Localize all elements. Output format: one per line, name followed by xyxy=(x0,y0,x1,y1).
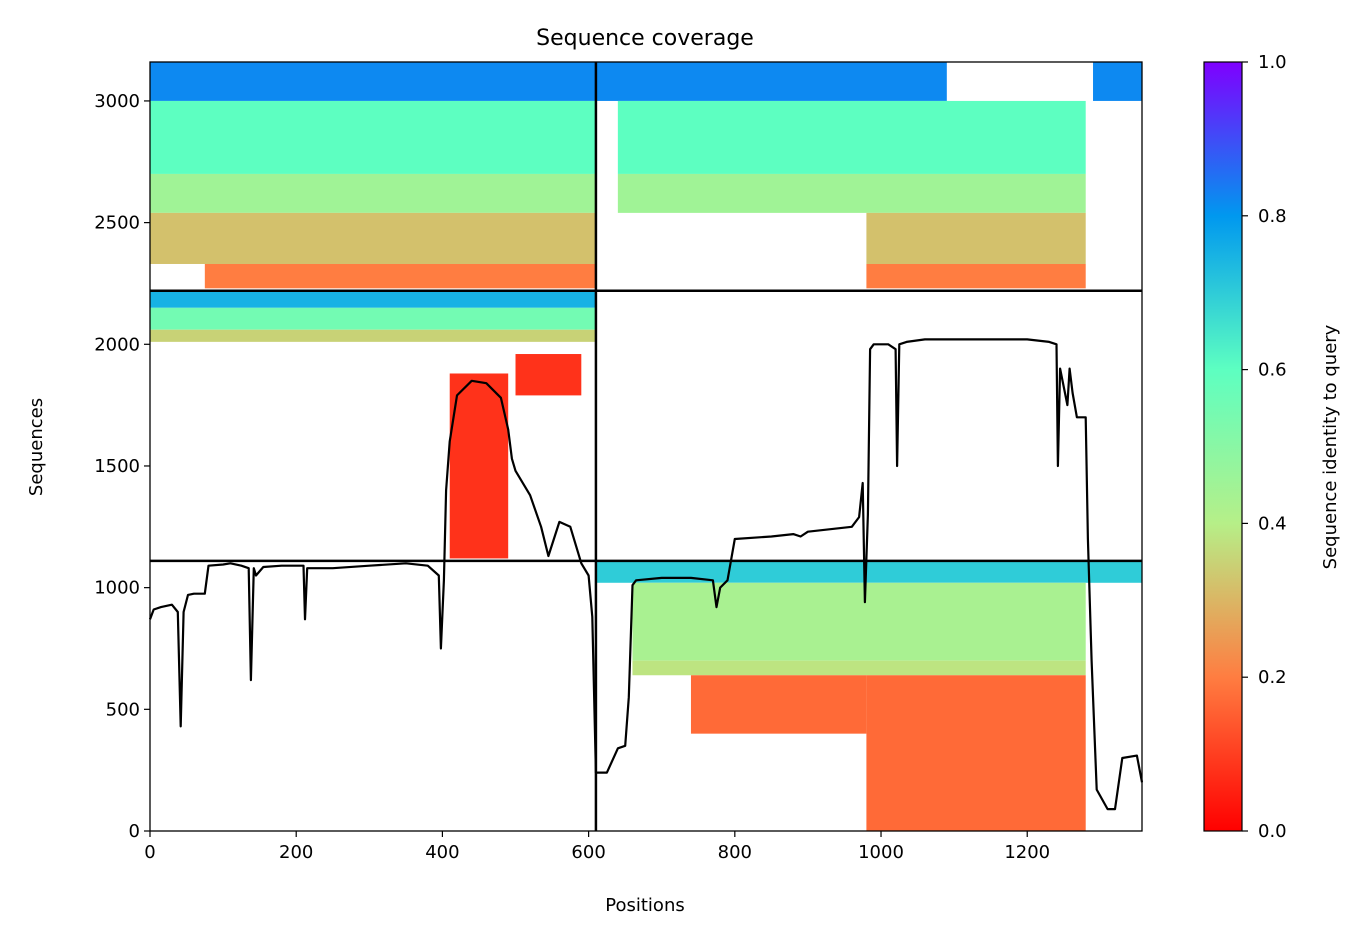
coverage-block-20 xyxy=(690,675,867,734)
coverage-block-9 xyxy=(866,263,1086,289)
chart-title: Sequence coverage xyxy=(536,26,754,51)
x-tick-label-0: 0 xyxy=(144,842,155,863)
coverage-block-8 xyxy=(866,212,1086,264)
coverage-block-4 xyxy=(204,263,596,289)
y-tick-label-500: 500 xyxy=(106,699,140,720)
coverage-block-3 xyxy=(150,212,596,264)
coverage-block-1 xyxy=(150,100,596,174)
y-tick-label-0: 0 xyxy=(129,821,140,842)
coverage-block-5 xyxy=(595,62,947,101)
coverage-block-6 xyxy=(617,100,1086,174)
coverage-line-0 xyxy=(148,338,1144,811)
coverage-block-2 xyxy=(150,173,596,213)
x-tick-label-200: 200 xyxy=(279,842,313,863)
x-tick-label-800: 800 xyxy=(718,842,752,863)
colorbar-tick-label-5: 1.0 xyxy=(1258,52,1287,73)
coverage-block-15 xyxy=(515,354,582,396)
colorbar-gradient xyxy=(1203,61,1243,832)
x-tick-label-1000: 1000 xyxy=(858,842,904,863)
colorbar-tick-label-3: 0.6 xyxy=(1258,360,1287,381)
x-tick-label-1200: 1200 xyxy=(1004,842,1050,863)
plot-area: 0 200 400 600 800 1000 1200 0 500 1000 1500 2000 250… xyxy=(94,61,1144,863)
y-tick-label-2000: 2000 xyxy=(94,334,140,355)
coverage-block-13 xyxy=(150,329,596,342)
coverage-block-11 xyxy=(150,290,596,308)
plot-frame xyxy=(149,61,1143,832)
colorbar-tick-label-2: 0.4 xyxy=(1258,513,1287,534)
colorbar: 0.0 0.2 0.4 0.6 0.8 1.0 xyxy=(1203,52,1287,842)
colorbar-tick-label-0: 0.0 xyxy=(1258,821,1287,842)
coverage-block-19 xyxy=(866,675,1086,831)
coverage-block-0 xyxy=(150,62,596,101)
x-axis-label: Positions xyxy=(605,895,684,916)
y-tick-label-1000: 1000 xyxy=(94,578,140,599)
coverage-block-10 xyxy=(1093,62,1142,101)
coverage-block-18 xyxy=(632,660,1086,676)
y-tick-label-1500: 1500 xyxy=(94,456,140,477)
colorbar-label: Sequence identity to query xyxy=(1320,324,1341,569)
y-axis-label: Sequences xyxy=(26,398,47,496)
y-tick-label-3000: 3000 xyxy=(94,91,140,112)
x-tick-label-400: 400 xyxy=(425,842,459,863)
y-tick-label-2500: 2500 xyxy=(94,213,140,234)
colorbar-tick-label-4: 0.8 xyxy=(1258,206,1287,227)
coverage-block-7 xyxy=(617,173,1086,213)
colorbar-tick-label-1: 0.2 xyxy=(1258,667,1287,688)
coverage-block-16 xyxy=(595,560,1142,583)
coverage-block-14 xyxy=(449,373,509,559)
coverage-block-17 xyxy=(632,582,1086,661)
x-tick-label-600: 600 xyxy=(571,842,605,863)
coverage-block-12 xyxy=(150,307,596,330)
